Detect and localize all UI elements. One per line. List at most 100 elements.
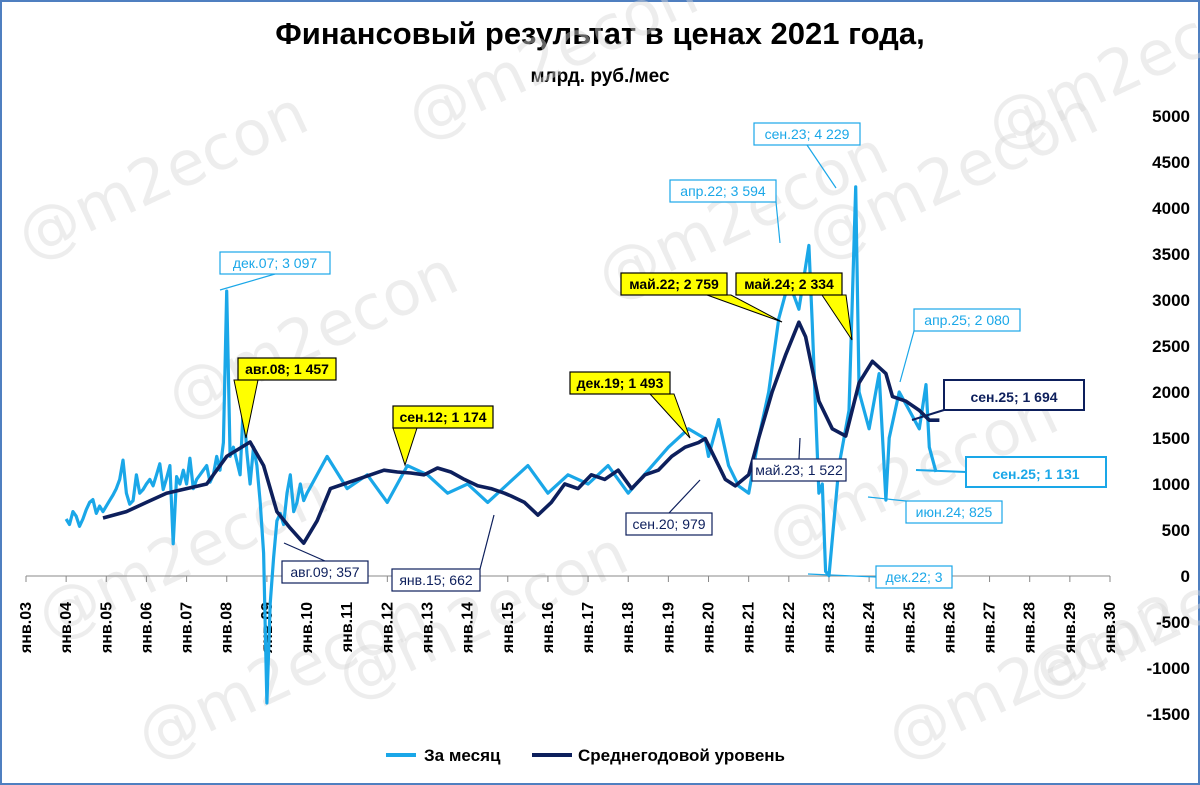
y-tick-label: 4000 xyxy=(1152,199,1190,218)
annotation-box xyxy=(392,405,494,429)
annotation-label: май.22; 2 759 xyxy=(629,276,719,292)
x-tick-label: янв.13 xyxy=(419,602,436,654)
chart-title: Финансовый результат в ценах 2021 года, xyxy=(275,16,925,51)
x-tick-label: янв.09 xyxy=(259,602,276,654)
annotation-box xyxy=(943,379,1085,411)
annotation-box xyxy=(905,500,1003,524)
annotation-pointer xyxy=(915,469,967,473)
annotation-pointer xyxy=(775,201,781,244)
annotation-pointer xyxy=(798,437,801,460)
x-tick-label: янв.20 xyxy=(701,602,718,654)
x-tick-label: янв.04 xyxy=(58,602,75,654)
x-tick-label: янв.23 xyxy=(821,602,838,654)
watermark-0: @m2econ xyxy=(5,76,318,274)
x-tick-label: янв.25 xyxy=(901,602,918,654)
annotation-box xyxy=(219,251,331,275)
x-tick-label: янв.12 xyxy=(379,602,396,654)
y-tick-label: 1000 xyxy=(1152,475,1190,494)
annotation-box xyxy=(281,560,369,584)
annotation-label: сен.20; 979 xyxy=(632,516,705,532)
annotation-box xyxy=(751,458,847,482)
x-tick-label: янв.14 xyxy=(460,602,477,654)
annotation-box xyxy=(620,272,728,296)
x-tick-label: янв.06 xyxy=(138,602,155,654)
x-tick-label: янв.15 xyxy=(500,602,517,654)
y-tick-label: 5000 xyxy=(1152,107,1190,126)
annotation-label: янв.15; 662 xyxy=(399,572,473,588)
x-tick-label: янв.28 xyxy=(1022,602,1039,654)
annotation-label: дек.19; 1 493 xyxy=(577,375,664,391)
x-tick-label: янв.30 xyxy=(1102,602,1119,654)
annotation-pointer xyxy=(867,496,907,502)
annotation-label: дек.07; 3 097 xyxy=(233,255,318,271)
x-tick-label: янв.27 xyxy=(982,602,999,654)
x-tick-label: янв.10 xyxy=(299,602,316,654)
chart-subtitle: млрд. руб./мес xyxy=(530,66,670,87)
y-tick-label: -1500 xyxy=(1147,705,1190,724)
y-tick-label: 3000 xyxy=(1152,291,1190,310)
annotation-box xyxy=(391,568,481,592)
x-tick-label: янв.03 xyxy=(18,602,35,654)
annotation-pointer xyxy=(911,409,945,421)
x-tick-label: янв.05 xyxy=(98,602,115,654)
y-tick-label: 1500 xyxy=(1152,429,1190,448)
y-tick-label: 500 xyxy=(1162,521,1190,540)
annotation-box xyxy=(669,179,777,203)
y-tick-label: 2000 xyxy=(1152,383,1190,402)
y-tick-label: -500 xyxy=(1156,613,1190,632)
x-tick-label: янв.29 xyxy=(1062,602,1079,654)
y-tick-label: -1000 xyxy=(1147,659,1190,678)
x-tick-label: янв.21 xyxy=(741,602,758,654)
annotation-box xyxy=(735,272,843,296)
annotation-label: сен.25; 1 694 xyxy=(970,389,1057,405)
annotation-label: сен.25; 1 131 xyxy=(992,466,1079,482)
annotation-box xyxy=(753,122,861,146)
x-tick-label: янв.19 xyxy=(660,602,677,654)
annotation-label: авг.08; 1 457 xyxy=(245,361,329,377)
annotation-pointer xyxy=(219,273,276,291)
annotation-box xyxy=(913,308,1021,332)
annotation-box xyxy=(965,456,1107,488)
annotation-pointer xyxy=(821,294,853,341)
x-tick-label: янв.26 xyxy=(941,602,958,654)
annotation-pointer xyxy=(807,573,877,578)
y-tick-label: 4500 xyxy=(1152,153,1190,172)
x-tick-label: янв.24 xyxy=(861,602,878,654)
y-tick-label: 0 xyxy=(1181,567,1190,586)
annotation-pointer xyxy=(479,514,495,570)
annotation-label: апр.25; 2 080 xyxy=(924,312,1010,328)
x-tick-label: янв.08 xyxy=(219,602,236,654)
annotation-label: май.24; 2 334 xyxy=(744,276,834,292)
annotation-box xyxy=(237,357,337,381)
annotation-label: сен.23; 4 229 xyxy=(765,126,850,142)
annotation-label: апр.22; 3 594 xyxy=(680,183,766,199)
x-tick-label: янв.22 xyxy=(781,602,798,654)
annotation-label: дек.22; 3 xyxy=(885,569,942,585)
annotation-box xyxy=(875,565,953,589)
annotation-box xyxy=(569,371,671,395)
annotation-pointer xyxy=(648,393,691,439)
annual-average-series-line xyxy=(102,320,940,546)
annotation-pointer xyxy=(668,479,701,514)
x-tick-label: янв.07 xyxy=(179,602,196,654)
watermark-2: @m2econ xyxy=(395,0,708,154)
annotation-pointer xyxy=(899,330,915,383)
legend-annual-average-label: Среднегодовой уровень xyxy=(578,746,785,765)
annotation-pointer xyxy=(706,294,783,323)
x-tick-label: янв.11 xyxy=(339,602,356,653)
legend-monthly-label: За месяц xyxy=(424,746,501,765)
annotation-label: сен.12; 1 174 xyxy=(399,409,486,425)
y-tick-label: 2500 xyxy=(1152,337,1190,356)
annotation-pointer xyxy=(392,427,418,467)
x-tick-label: янв.18 xyxy=(620,602,637,654)
annotation-box xyxy=(625,512,713,536)
annotation-pointer xyxy=(806,144,837,189)
annotation-label: авг.09; 357 xyxy=(290,564,359,580)
x-tick-label: янв.17 xyxy=(580,602,597,654)
annotation-label: май.23; 1 522 xyxy=(755,462,843,478)
x-tick-label: янв.16 xyxy=(540,602,557,654)
y-tick-label: 3500 xyxy=(1152,245,1190,264)
annotation-label: июн.24; 825 xyxy=(916,504,993,520)
annotation-pointer xyxy=(283,542,326,562)
